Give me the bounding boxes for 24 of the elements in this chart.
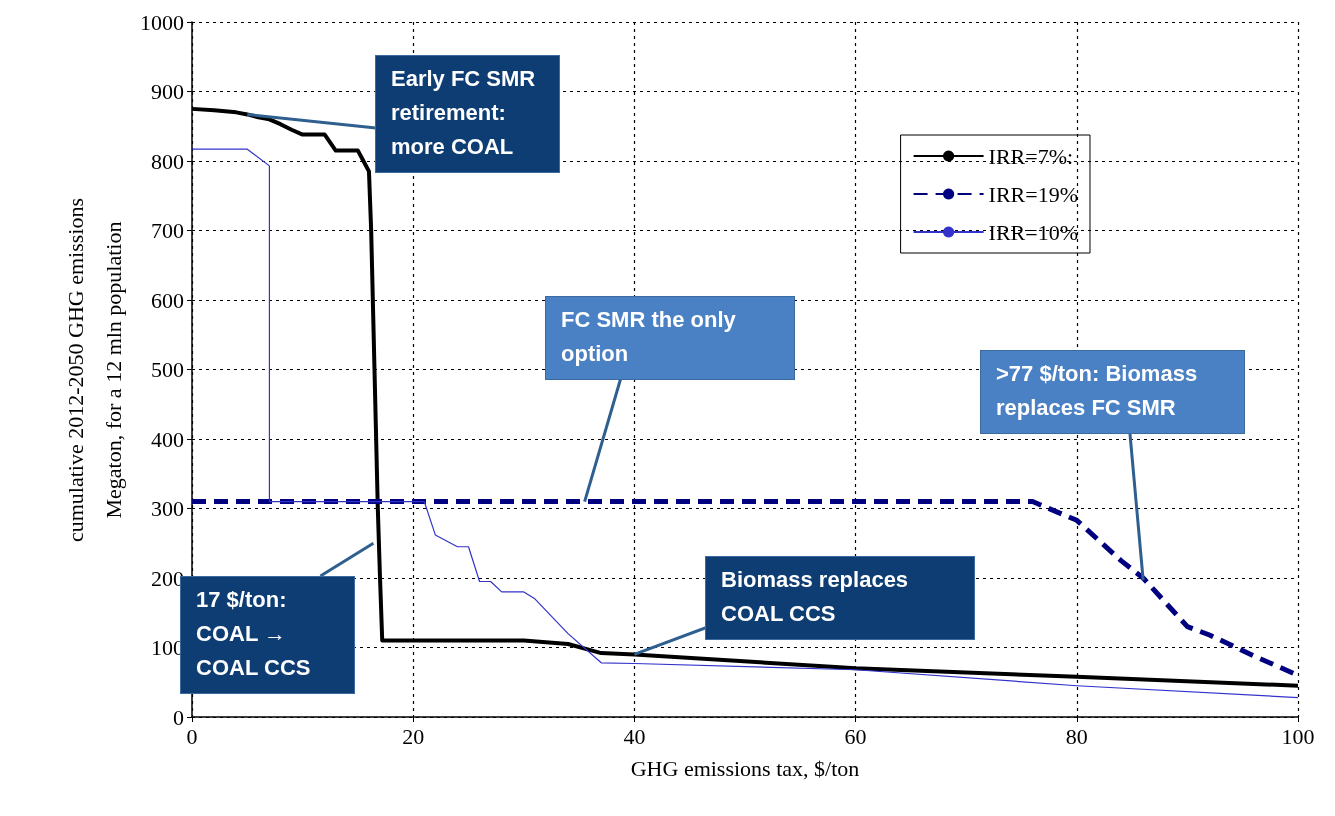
callout-box: Early FC SMR retirement: more COAL — [375, 55, 560, 173]
callout-box: FC SMR the only option — [545, 296, 795, 380]
y-tick-label: 0 — [173, 704, 184, 730]
callout-box: 17 $/ton: COAL → COAL CCS — [180, 576, 355, 694]
y-tick-label: 900 — [151, 79, 184, 104]
x-tick-label: 20 — [402, 723, 425, 749]
y-tick-label: 300 — [151, 496, 184, 521]
y-tick-label: 500 — [151, 357, 184, 382]
y-tick-label: 800 — [151, 148, 184, 174]
legend-label: IRR=19% — [988, 181, 1079, 207]
y-tick-label: 400 — [151, 426, 184, 452]
x-tick-label: 40 — [623, 723, 646, 749]
callout-box: >77 $/ton: Biomass replaces FC SMR — [980, 350, 1245, 434]
y-tick-label: 700 — [151, 218, 184, 243]
x-tick-label: 80 — [1065, 723, 1088, 749]
callout-box: Biomass replaces COAL CCS — [705, 556, 975, 640]
legend-label: IRR=10% — [988, 219, 1079, 245]
y-tick-label: 1000 — [140, 9, 184, 35]
x-tick-label: 100 — [1281, 723, 1315, 749]
y-axis-title: cumulative 2012-2050 GHG emissions Megaton, for a 12 mln population — [62, 197, 127, 544]
x-axis-title: GHG emissions tax, $/ton — [630, 755, 860, 781]
y-tick-label: 600 — [151, 287, 184, 313]
legend-label: IRR=7%: — [988, 143, 1074, 169]
x-tick-label: 60 — [844, 723, 867, 749]
